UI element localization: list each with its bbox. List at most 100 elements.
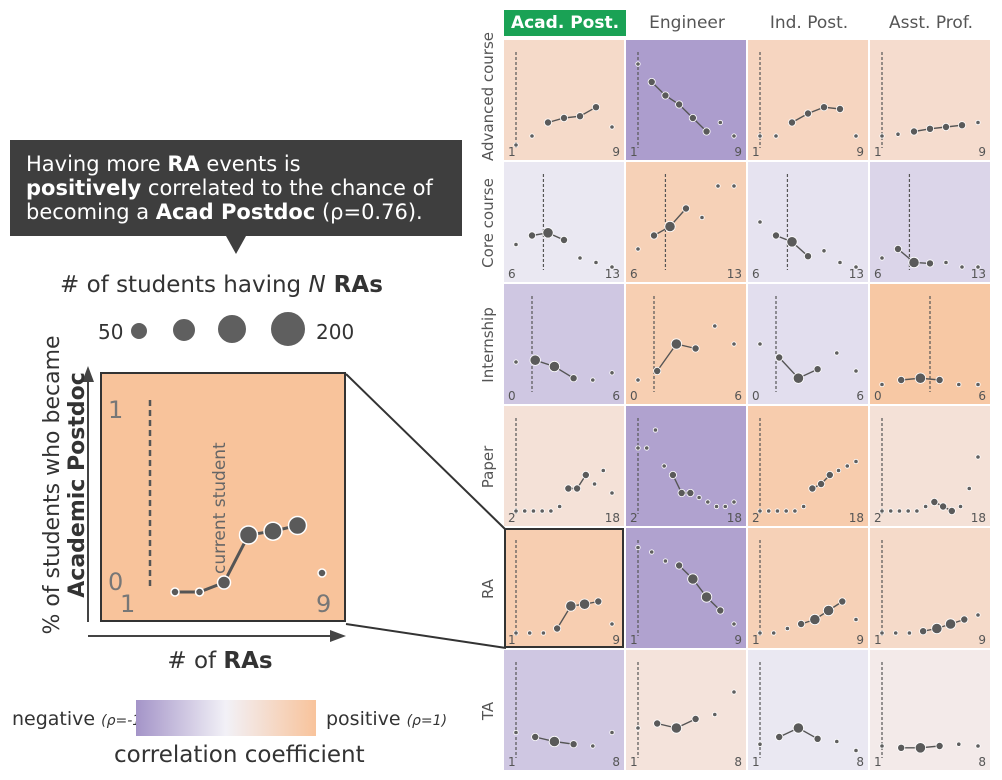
cell-paper-asst-prof[interactable]: 2 18	[870, 406, 990, 526]
callout-tail	[226, 236, 246, 254]
callout-text: (ρ=0.76).	[315, 200, 423, 224]
data-point	[757, 341, 763, 347]
size-legend-title-n: N	[308, 272, 326, 298]
data-point	[529, 354, 541, 366]
data-point	[527, 231, 536, 240]
x-min-label: 0	[874, 389, 882, 403]
data-point	[513, 241, 519, 248]
column-header-acad-post[interactable]: Acad. Post.	[504, 10, 626, 36]
size-legend-max: 200	[316, 320, 355, 344]
data-point	[923, 503, 929, 510]
cell-paper-engineer[interactable]: 2 18	[626, 406, 746, 526]
callout-bold: Acad Postdoc	[155, 200, 316, 224]
cell-core-course-asst-prof[interactable]: 6 13	[870, 162, 990, 282]
size-legend-title: # of students having N RAs	[60, 272, 420, 298]
zoom-y-top: 1	[108, 396, 124, 424]
data-point	[788, 118, 797, 127]
x-min-label: 1	[874, 755, 882, 769]
data-point	[757, 741, 763, 747]
x-max-label: 9	[856, 145, 864, 159]
data-point	[930, 498, 939, 507]
data-point	[529, 133, 535, 139]
data-point	[569, 374, 578, 383]
cell-paper-ind-post[interactable]: 2 18	[748, 406, 868, 526]
data-point	[548, 360, 561, 373]
x-min-label: 6	[630, 267, 638, 281]
x-max-label: 18	[971, 511, 986, 525]
y-axis-arrow-icon	[82, 366, 94, 382]
data-point	[731, 133, 737, 139]
column-header-asst-prof[interactable]: Asst. Prof.	[889, 13, 973, 33]
cell-plot: 2 18	[752, 418, 864, 525]
data-point	[757, 219, 763, 225]
data-point	[853, 616, 859, 623]
data-point	[716, 606, 725, 615]
data-point	[548, 508, 554, 514]
data-point	[757, 133, 763, 139]
data-point	[888, 508, 894, 514]
data-point	[717, 119, 723, 126]
series-line	[678, 565, 721, 611]
x-min-label: 0	[630, 389, 638, 403]
cell-core-course-acad-post[interactable]: 6 13	[504, 162, 624, 282]
cell-core-course-ind-post[interactable]: 6 13	[748, 162, 868, 282]
data-point	[813, 734, 822, 743]
x-min-label: 1	[874, 633, 882, 647]
data-point	[813, 365, 822, 374]
zoom-panel: 1 0 1 9 current student	[100, 372, 346, 622]
data-point	[853, 264, 859, 270]
column-header-ind-post[interactable]: Ind. Post.	[769, 13, 849, 33]
cell-paper-acad-post[interactable]: 2 18	[504, 406, 624, 526]
data-point	[216, 575, 232, 590]
data-point	[170, 587, 180, 597]
data-point	[834, 738, 840, 745]
data-point	[835, 467, 842, 474]
x-max-label: 6	[612, 389, 620, 403]
data-point	[635, 246, 641, 252]
data-point	[822, 604, 835, 617]
size-legend-min: 50	[98, 320, 124, 344]
data-point	[687, 573, 699, 585]
size-legend-title-prefix: # of students having	[60, 272, 309, 298]
data-point	[513, 508, 519, 514]
data-point	[838, 597, 847, 606]
x-max-label: 8	[978, 755, 986, 769]
data-point	[844, 463, 850, 469]
data-point	[513, 359, 519, 365]
zoom-y-bottom: 0	[108, 568, 124, 596]
zoom-y-label: % of students who became Academic Postdoc	[40, 290, 90, 680]
x-max-label: 9	[734, 633, 742, 647]
row-header-paper: Paper	[479, 445, 497, 489]
cell-plot: 6 13	[508, 174, 620, 281]
column-header-engineer[interactable]: Engineer	[649, 13, 725, 33]
data-point	[635, 725, 641, 731]
data-point	[609, 621, 615, 627]
data-point	[647, 78, 656, 87]
data-point	[942, 123, 951, 132]
data-point	[635, 377, 641, 383]
zoom-plot	[148, 400, 327, 597]
data-point	[757, 508, 763, 514]
data-point	[644, 445, 650, 451]
cell-core-course-engineer[interactable]: 6 13	[626, 162, 746, 282]
data-point	[675, 100, 684, 109]
cell-plot: 6 13	[752, 174, 864, 281]
